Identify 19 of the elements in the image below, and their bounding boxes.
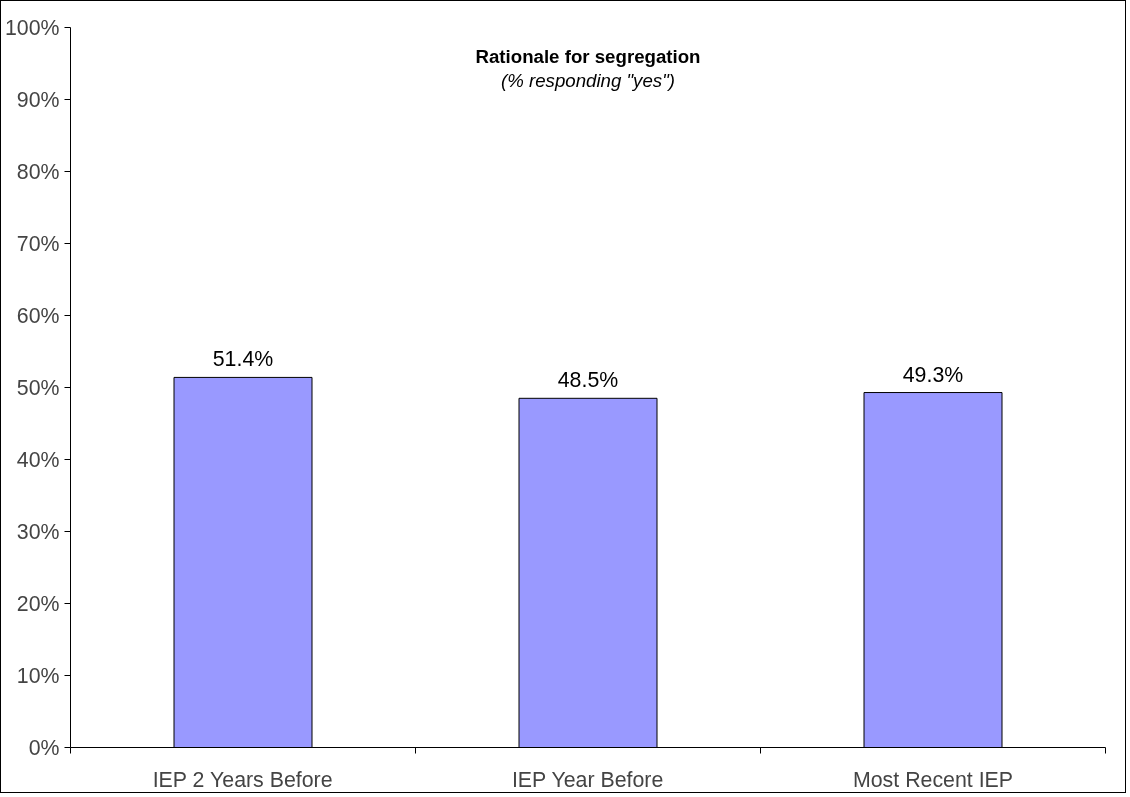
data-label: 51.4% (212, 347, 274, 372)
y-tick-label: 50% (16, 375, 60, 400)
y-tick-label: 40% (16, 447, 60, 472)
x-tick-label: IEP Year Before (511, 767, 664, 792)
y-tick-label: 90% (16, 87, 60, 112)
y-tick-label: 100% (4, 15, 60, 40)
data-label: 48.5% (557, 368, 619, 393)
y-tick-label: 70% (16, 231, 60, 256)
y-tick-label: 10% (16, 663, 60, 688)
text: Rationale for segregation (475, 45, 701, 67)
y-tick-label: 60% (16, 303, 60, 328)
y-tick-label: 30% (16, 519, 60, 544)
text: (% responding "yes") (501, 69, 675, 91)
y-tick-label: 0% (28, 735, 60, 760)
y-tick-label: 20% (16, 591, 60, 616)
y-tick-label: 80% (16, 159, 60, 184)
data-label: 49.3% (902, 362, 964, 387)
x-tick-label: Most Recent IEP (852, 767, 1014, 792)
x-tick-label: IEP 2 Years Before (152, 767, 333, 792)
